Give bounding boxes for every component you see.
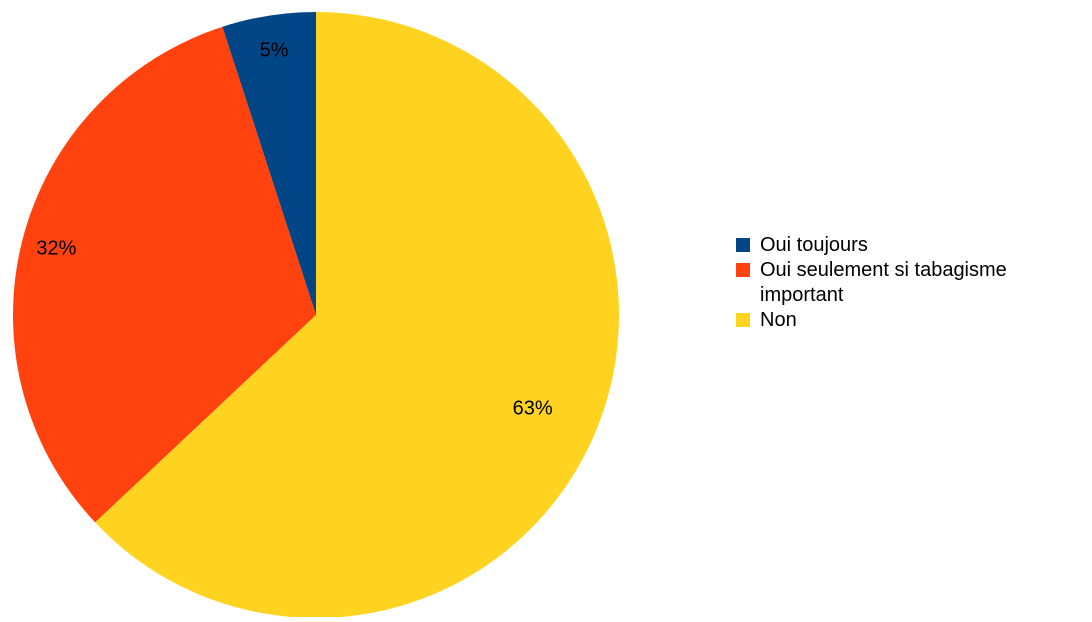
pie-slice-non [95,12,619,618]
pie-slice-oui-seulement [12,26,317,523]
legend-item-non: Non [736,308,1086,333]
legend-label: Oui toujours [760,234,868,256]
data-label-non: 63% [513,398,553,420]
data-label-oui-toujours: 5% [260,39,289,61]
legend: Oui toujours Oui seulement si tabagisme … [736,233,1086,333]
legend-item-oui-toujours: Oui toujours [736,233,1086,258]
data-label-oui-seulement: 32% [36,237,76,259]
legend-label: Oui seulement si tabagisme important [760,259,1007,306]
pie-slices [12,12,619,618]
legend-label: Non [760,309,797,331]
pie-slice-oui-toujours [222,12,316,315]
pie-data-labels: 5% 32% 63% [36,39,552,419]
legend-swatch-non [736,313,750,327]
legend-item-oui-seulement: Oui seulement si tabagisme important [736,258,1086,308]
legend-swatch-oui-toujours [736,238,750,252]
legend-swatch-oui-seulement [736,263,750,277]
